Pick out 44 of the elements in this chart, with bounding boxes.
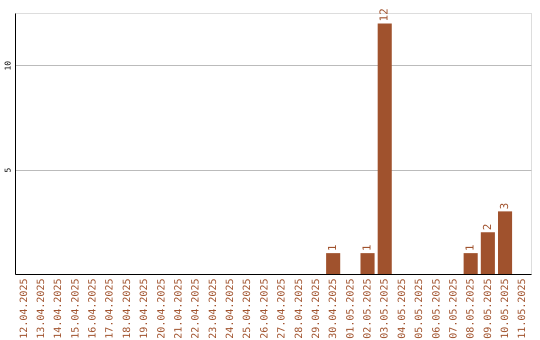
data-label: 1 (326, 244, 340, 252)
data-label: 2 (480, 224, 494, 230)
x-tick-label: 13.04.2025 (36, 278, 47, 339)
x-tick-label: 11.05.2025 (517, 278, 528, 339)
x-tick-label: 26.04.2025 (259, 278, 270, 339)
x-tick-label: 24.04.2025 (225, 278, 236, 339)
x-tick-label: 23.04.2025 (208, 278, 219, 339)
x-tick-label: 12.04.2025 (18, 278, 30, 339)
x-tick-label: 29.04.2025 (310, 278, 322, 339)
y-tick-label: 5 (4, 168, 12, 173)
data-label: 12 (378, 8, 391, 22)
x-tick-label: 07.05.2025 (448, 278, 460, 339)
x-tick-label: 18.04.2025 (122, 278, 133, 339)
bar (464, 253, 478, 274)
data-label: 3 (498, 202, 512, 210)
data-label: 1 (360, 244, 374, 252)
x-tick-label: 03.05.2025 (380, 278, 391, 339)
x-tick-label: 30.04.2025 (328, 278, 340, 339)
x-tick-label: 09.05.2025 (482, 278, 494, 339)
x-tick-label: 25.04.2025 (242, 278, 254, 339)
x-tick-label: 01.05.2025 (345, 278, 356, 339)
x-tick-label: 19.04.2025 (139, 278, 150, 339)
x-tick-label: 05.05.2025 (414, 278, 426, 339)
x-tick-label: 22.04.2025 (190, 278, 202, 339)
x-tick-label: 16.04.2025 (88, 278, 99, 339)
x-tick-label: 28.04.2025 (294, 278, 305, 339)
x-tick-label: 02.05.2025 (362, 278, 374, 339)
bar (378, 23, 392, 274)
x-tick-label: 15.04.2025 (70, 278, 82, 339)
bar (480, 232, 495, 274)
x-tick-label: 06.05.2025 (431, 278, 442, 339)
x-tick-label: 21.04.2025 (173, 278, 184, 339)
bar (498, 211, 512, 274)
x-tick-label: 17.04.2025 (104, 278, 116, 339)
x-tick-label: 20.04.2025 (156, 278, 168, 339)
data-label: 1 (464, 244, 477, 252)
bar (326, 253, 340, 274)
bar (360, 253, 375, 274)
x-tick-label: 14.04.2025 (53, 278, 64, 339)
x-tick-label: 08.05.2025 (466, 278, 477, 339)
y-tick-label: 10 (4, 60, 12, 71)
x-tick-label: 27.04.2025 (276, 278, 288, 339)
x-tick-label: 10.05.2025 (500, 278, 512, 339)
x-tick-label: 04.05.2025 (396, 278, 408, 339)
